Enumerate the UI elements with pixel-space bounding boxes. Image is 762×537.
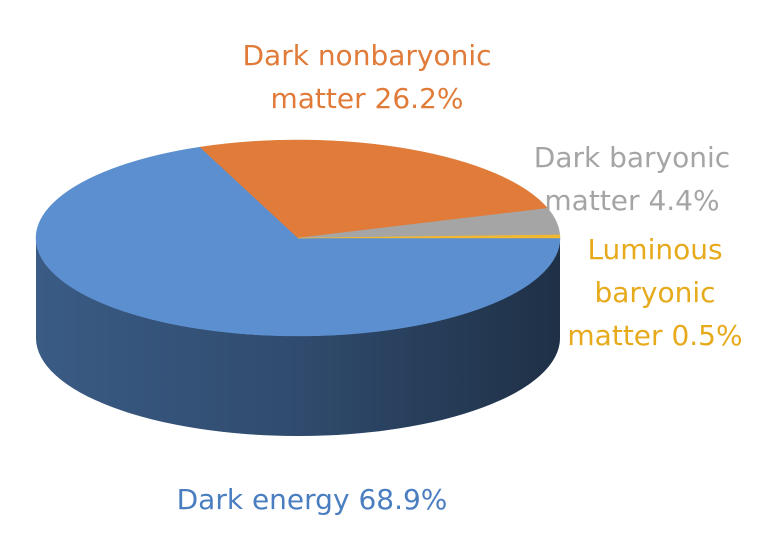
category-name: Luminous baryonic matter <box>567 233 723 352</box>
pie-side-shade <box>36 238 560 436</box>
value-label: 4.4% <box>648 184 720 217</box>
pie-slice <box>297 234 561 239</box>
value-label: 0.5% <box>671 319 743 352</box>
category-name: Dark energy <box>176 483 350 516</box>
slice-label: Dark energy 68.9% <box>112 478 512 521</box>
slice-label: Dark baryonic matter 4.4% <box>527 136 737 222</box>
pie-slice <box>199 139 549 239</box>
pie-slice <box>35 146 561 337</box>
slice-label: Luminous baryonic matter 0.5% <box>565 228 745 357</box>
value-label: 26.2% <box>374 82 464 115</box>
value-label: 68.9% <box>358 483 448 516</box>
slice-label: Dark nonbaryonic matter 26.2% <box>232 34 502 120</box>
category-name: Dark baryonic matter <box>533 141 731 217</box>
category-name: Dark nonbaryonic matter <box>242 39 492 115</box>
